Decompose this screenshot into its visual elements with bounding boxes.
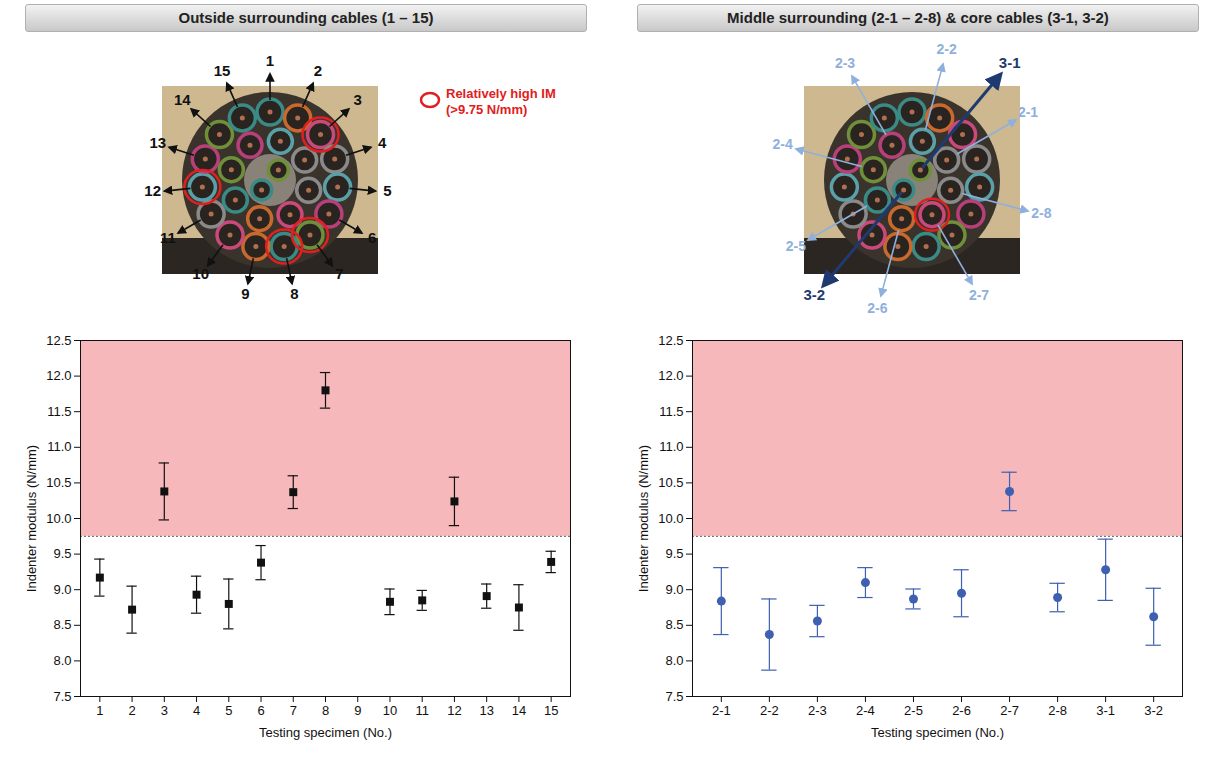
svg-text:9: 9 <box>354 703 361 718</box>
svg-text:3-2: 3-2 <box>803 286 825 303</box>
svg-text:2-7: 2-7 <box>969 287 989 303</box>
svg-text:Relatively high IM(>9.75 N/mm): Relatively high IM(>9.75 N/mm) <box>446 86 556 117</box>
svg-text:9: 9 <box>241 285 249 302</box>
svg-text:Indenter modulus (N/mm): Indenter modulus (N/mm) <box>636 445 651 592</box>
svg-text:Testing specimen (No.): Testing specimen (No.) <box>871 725 1004 740</box>
svg-text:10.5: 10.5 <box>46 475 71 490</box>
svg-text:7.5: 7.5 <box>665 689 683 704</box>
svg-text:9.5: 9.5 <box>53 546 71 561</box>
svg-text:15: 15 <box>214 62 231 79</box>
svg-text:12: 12 <box>144 182 161 199</box>
svg-text:8.0: 8.0 <box>665 653 683 668</box>
svg-text:8.0: 8.0 <box>53 653 71 668</box>
svg-text:11.5: 11.5 <box>47 404 71 419</box>
svg-text:8: 8 <box>290 285 298 302</box>
html-text:Middle surrounding (2-1 – 2-8): Middle surrounding (2-1 – 2-8) & core ca… <box>727 9 1109 26</box>
svg-text:2-1: 2-1 <box>1018 104 1038 120</box>
svg-text:12.5: 12.5 <box>46 333 71 348</box>
svg-text:13: 13 <box>149 134 166 151</box>
svg-text:10: 10 <box>383 703 397 718</box>
svg-text:8: 8 <box>322 703 329 718</box>
svg-text:7: 7 <box>335 265 343 282</box>
svg-text:9.0: 9.0 <box>665 582 683 597</box>
svg-text:Indenter modulus (N/mm): Indenter modulus (N/mm) <box>24 445 39 592</box>
svg-text:2-8: 2-8 <box>1031 205 1051 221</box>
svg-text:3-1: 3-1 <box>999 54 1021 71</box>
svg-text:2-2: 2-2 <box>937 41 957 57</box>
svg-text:3: 3 <box>354 91 362 108</box>
svg-text:2-4: 2-4 <box>772 136 792 152</box>
svg-text:6: 6 <box>257 703 264 718</box>
svg-text:1: 1 <box>96 703 103 718</box>
svg-text:2-3: 2-3 <box>808 703 827 718</box>
svg-text:14: 14 <box>512 703 526 718</box>
svg-text:2-5: 2-5 <box>786 238 806 254</box>
svg-text:10.0: 10.0 <box>46 511 71 526</box>
svg-text:15: 15 <box>544 703 558 718</box>
svg-text:2: 2 <box>128 703 135 718</box>
svg-text:2-2: 2-2 <box>760 703 779 718</box>
svg-text:5: 5 <box>383 182 391 199</box>
svg-text:Testing specimen (No.): Testing specimen (No.) <box>259 725 392 740</box>
svg-text:12.0: 12.0 <box>46 368 71 383</box>
svg-text:1: 1 <box>266 52 274 69</box>
svg-text:11: 11 <box>160 229 176 246</box>
svg-text:11.5: 11.5 <box>659 404 683 419</box>
html-text:Outside surrounding cables (1: Outside surrounding cables (1 – 15) <box>178 9 434 26</box>
svg-text:5: 5 <box>225 703 232 718</box>
svg-text:8.5: 8.5 <box>665 617 683 632</box>
svg-text:12.0: 12.0 <box>658 368 683 383</box>
svg-text:2-7: 2-7 <box>1000 703 1019 718</box>
svg-text:7.5: 7.5 <box>53 689 71 704</box>
svg-text:2: 2 <box>314 62 322 79</box>
svg-text:3-2: 3-2 <box>1144 703 1163 718</box>
svg-text:11.0: 11.0 <box>47 439 71 454</box>
svg-text:12: 12 <box>447 703 461 718</box>
svg-text:6: 6 <box>368 229 376 246</box>
svg-text:9.0: 9.0 <box>53 582 71 597</box>
svg-text:11.0: 11.0 <box>659 439 683 454</box>
svg-text:3-1: 3-1 <box>1096 703 1115 718</box>
svg-text:10.0: 10.0 <box>658 511 683 526</box>
svg-text:14: 14 <box>174 91 191 108</box>
svg-text:8.5: 8.5 <box>53 617 71 632</box>
svg-text:12.5: 12.5 <box>658 333 683 348</box>
svg-text:13: 13 <box>479 703 493 718</box>
svg-text:9.5: 9.5 <box>665 546 683 561</box>
svg-text:2-4: 2-4 <box>856 703 875 718</box>
svg-text:2-1: 2-1 <box>712 703 731 718</box>
svg-text:2-5: 2-5 <box>904 703 923 718</box>
svg-text:4: 4 <box>193 703 200 718</box>
svg-text:4: 4 <box>378 134 387 151</box>
svg-text:2-8: 2-8 <box>1048 703 1067 718</box>
svg-text:11: 11 <box>415 703 429 718</box>
svg-text:3: 3 <box>161 703 168 718</box>
svg-text:7: 7 <box>290 703 297 718</box>
svg-text:10.5: 10.5 <box>658 475 683 490</box>
svg-text:2-3: 2-3 <box>835 55 855 71</box>
svg-text:2-6: 2-6 <box>952 703 971 718</box>
svg-text:2-6: 2-6 <box>867 300 887 316</box>
svg-text:10: 10 <box>192 265 209 282</box>
